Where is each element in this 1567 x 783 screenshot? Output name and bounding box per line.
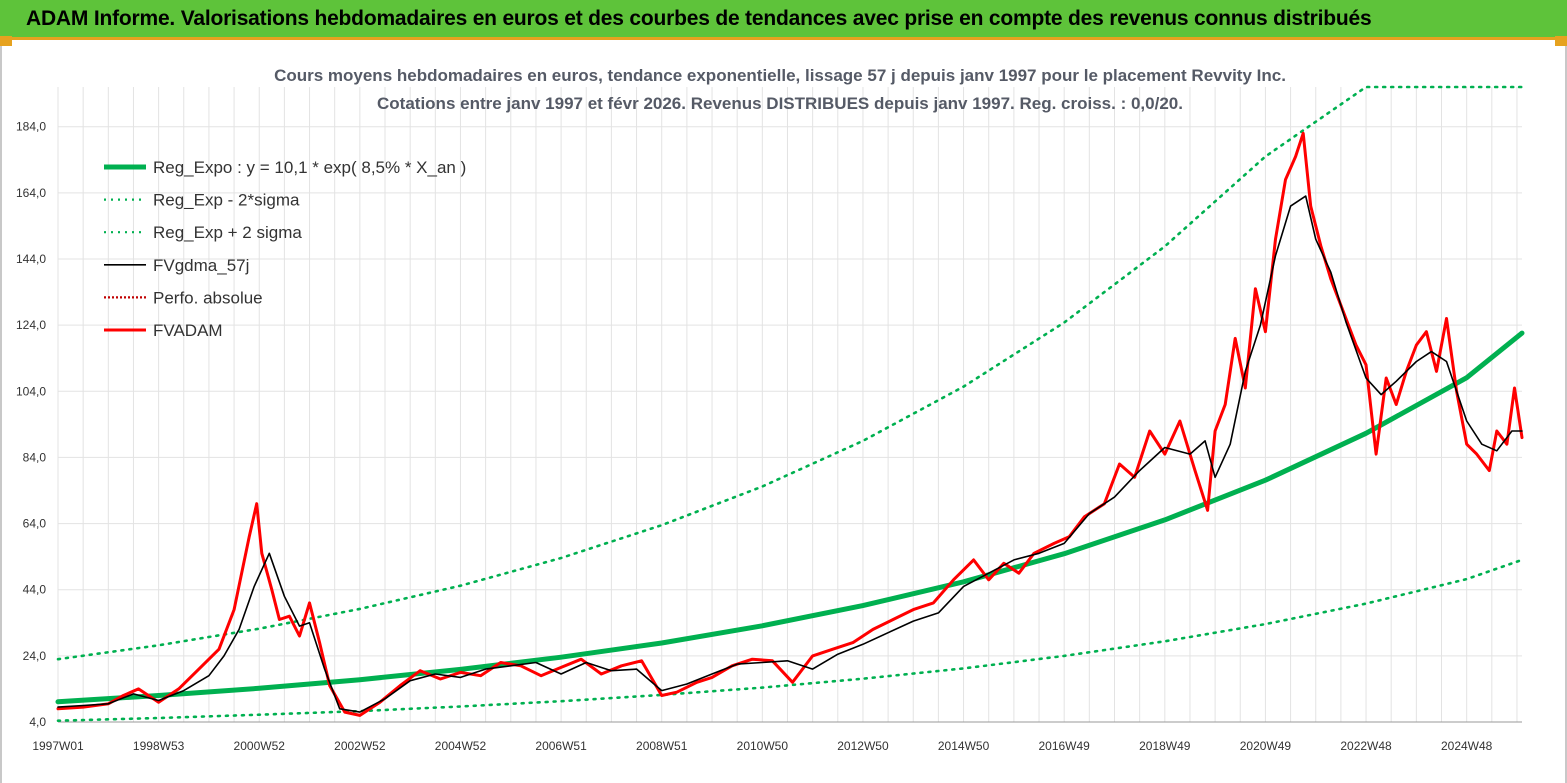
x-tick-label: 2012W50 [837, 739, 889, 753]
chart-series [55, 85, 1525, 723]
chart-title: Cours moyens hebdomadaires en euros, ten… [274, 66, 1286, 85]
chart-legend: Reg_Expo : y = 10,1 * exp( 8,5% * X_an )… [104, 158, 466, 340]
legend-label: FVgdma_57j [153, 256, 249, 275]
x-tick-label: 2004W52 [435, 739, 487, 753]
corner-mark-right [1555, 36, 1567, 46]
legend-label: FVADAM [153, 321, 223, 340]
x-tick-label: 2006W51 [535, 739, 587, 753]
x-tick-label: 2002W52 [334, 739, 386, 753]
y-tick-label: 24,0 [23, 649, 47, 663]
x-tick-label: 2024W48 [1441, 739, 1493, 753]
y-tick-label: 44,0 [23, 583, 47, 597]
chart-frame [0, 40, 1567, 783]
legend-label: Reg_Exp - 2*sigma [153, 191, 300, 210]
legend-label: Reg_Exp + 2 sigma [153, 223, 302, 242]
x-tick-label: 2010W50 [737, 739, 789, 753]
x-tick-label: 2008W51 [636, 739, 688, 753]
y-tick-label: 184,0 [16, 120, 46, 134]
series-line-0 [55, 330, 1525, 705]
report-banner: ADAM Informe. Valorisations hebdomadaire… [0, 0, 1567, 40]
y-tick-label: 104,0 [16, 384, 46, 398]
series-line-2 [56, 85, 1524, 661]
x-axis-ticks: 1997W01 1998W53 2000W52 2002W52 2004W52 2006W… [32, 739, 1492, 753]
y-tick-label: 124,0 [16, 318, 46, 332]
y-axis-ticks: 4,0 24,0 44,0 64,0 84,0 104,0 124,0 144,0 164,0 1… [16, 120, 46, 729]
x-tick-label: 1998W53 [133, 739, 185, 753]
series-line-1 [56, 558, 1524, 723]
x-tick-label: 2018W49 [1139, 739, 1191, 753]
y-tick-label: 144,0 [16, 252, 46, 266]
x-tick-label: 2016W49 [1038, 739, 1090, 753]
y-tick-label: 4,0 [29, 715, 46, 729]
x-tick-label: 2022W48 [1340, 739, 1392, 753]
chart-subtitle: Cotations entre janv 1997 et févr 2026. … [377, 94, 1183, 113]
y-tick-label: 64,0 [23, 517, 47, 531]
y-tick-label: 84,0 [23, 450, 47, 464]
x-tick-label: 2000W52 [234, 739, 286, 753]
series-line-5 [56, 131, 1524, 717]
x-tick-label: 2014W50 [938, 739, 990, 753]
report-title: ADAM Informe. Valorisations hebdomadaire… [26, 7, 1372, 30]
y-tick-label: 164,0 [16, 186, 46, 200]
legend-label: Perfo. absolue [153, 288, 263, 307]
x-tick-label: 1997W01 [32, 739, 84, 753]
x-tick-label: 2020W49 [1240, 739, 1292, 753]
legend-label: Reg_Expo : y = 10,1 * exp( 8,5% * X_an ) [153, 158, 466, 177]
chart-grid [57, 87, 1522, 723]
corner-mark-left [0, 36, 12, 46]
series-line-3 [57, 195, 1523, 713]
